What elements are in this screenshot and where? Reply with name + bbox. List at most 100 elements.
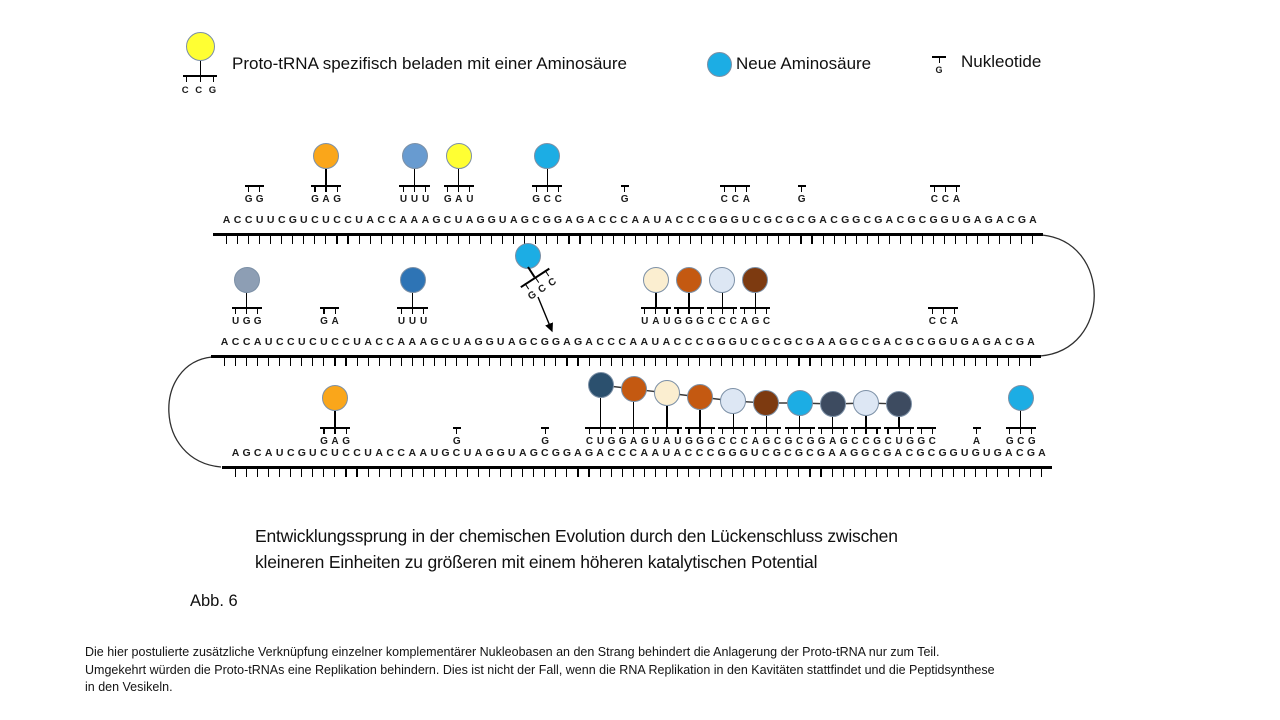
strand-1-sequence-char: A xyxy=(421,214,430,226)
strand-3-sequence-char: C xyxy=(706,447,715,459)
anticodon-char: G xyxy=(917,436,926,447)
strand-2-sequence-char: A xyxy=(253,336,262,348)
strand-2-sequence-char: C xyxy=(607,336,615,348)
anticodon-char: G xyxy=(817,436,826,447)
nucleotide-tick xyxy=(274,357,285,366)
strand-3-sequence-char: C xyxy=(286,447,295,459)
anticodon-bar xyxy=(917,427,937,429)
nucleotide-tick xyxy=(650,468,661,477)
strand-1-sequence-char: G xyxy=(553,214,563,226)
anticodon-char: G xyxy=(707,436,715,447)
nucleotide-tick xyxy=(683,468,694,477)
anticodon-char: A xyxy=(652,316,660,327)
nucleotide-tick xyxy=(950,235,961,244)
nucleotide-tick xyxy=(815,468,826,477)
strand-2-sequence-char: C xyxy=(1005,336,1013,348)
nucleotide-tick xyxy=(716,357,727,366)
strand-2-sequence-char: A xyxy=(1027,336,1035,348)
anticodon-prong xyxy=(710,427,712,434)
anticodon-prong xyxy=(931,427,933,434)
strand-3-sequence-char: G xyxy=(794,447,803,459)
nucleotide-tick xyxy=(793,357,804,366)
nucleotide-tick xyxy=(418,468,429,477)
nucleotide-tick xyxy=(915,357,926,366)
nucleotide-tick xyxy=(804,468,815,477)
nucleotide-tick xyxy=(981,357,992,366)
nucleotide-tick xyxy=(948,357,959,366)
anticodon-prong xyxy=(666,427,668,434)
anticodon-prong xyxy=(953,307,956,314)
anticodon-prong xyxy=(257,307,259,314)
strand-1-sequence-char: U xyxy=(741,214,750,226)
anticodon-char: G xyxy=(751,316,760,327)
strand-1-sequence-char: A xyxy=(465,214,474,226)
nucleotide-tick xyxy=(606,468,617,477)
strand-3-sequence-char: U xyxy=(309,447,317,459)
strand-2-sequence-char: C xyxy=(309,336,317,348)
strand-1-sequence-char: G xyxy=(288,214,297,226)
anticodon-char: A xyxy=(331,436,339,447)
proto-trna-legend-prong xyxy=(213,75,215,82)
nucleotide-tick xyxy=(661,468,672,477)
anticodon-char: C xyxy=(740,436,748,447)
strand-2-sequence-char: C xyxy=(695,336,704,348)
anticodon-prong xyxy=(699,307,701,314)
nucleotide-tick xyxy=(806,235,817,244)
anticodon-prong xyxy=(588,427,591,434)
strand-1-sequence-char: G xyxy=(520,214,529,226)
nucleotide-tick xyxy=(773,235,784,244)
anticodon-char: G xyxy=(806,436,815,447)
amino-acid-circle xyxy=(753,390,780,416)
anticodon: A xyxy=(971,436,982,448)
strand-1-sequence-char: C xyxy=(752,214,761,226)
nucleotide-tick xyxy=(707,235,718,244)
strand-1-sequence-char: G xyxy=(907,214,916,226)
strand-1-sequence-char: A xyxy=(819,214,827,226)
nucleotide-tick xyxy=(784,235,795,244)
nucleotide-tick xyxy=(420,235,431,244)
strand-3-ticks xyxy=(230,468,1047,477)
nucleotide-tick xyxy=(862,235,873,244)
anticodon-prong xyxy=(259,185,261,192)
strand-3-sequence-char: A xyxy=(839,447,847,459)
anticodon-char: A xyxy=(829,436,837,447)
anticodon-prong xyxy=(535,185,537,192)
amino-acid-circle xyxy=(642,267,669,293)
strand-1-sequence-char: C xyxy=(532,214,540,226)
strand-3-sequence-char: U xyxy=(364,447,372,459)
anticodon-prong xyxy=(246,307,248,314)
strand-2-sequence-char: G xyxy=(872,336,881,348)
anticodon-prong xyxy=(1031,427,1033,434)
anticodon-prong xyxy=(776,427,779,434)
strand-2-sequence-char: G xyxy=(706,336,715,348)
nucleotide-tick xyxy=(1016,235,1027,244)
anticodon-char: G xyxy=(242,316,251,327)
nucleotide-tick xyxy=(495,468,506,477)
strand-1-sequence-char: U xyxy=(300,214,308,226)
strand-1-sequence-char: A xyxy=(664,214,673,226)
nucleotide-tick xyxy=(639,468,650,477)
anticodon-char: A xyxy=(740,316,748,327)
anticodon-char: G xyxy=(1005,436,1014,447)
nucleotide-tick xyxy=(462,357,473,366)
strand-3-sequence-char: C xyxy=(761,447,770,459)
insertion-arrow xyxy=(537,296,553,333)
nucleotide-tick xyxy=(343,235,354,244)
strand-3-sequence-char: U xyxy=(463,447,472,459)
strand-2-sequence-char: C xyxy=(773,336,781,348)
nucleotide-tick xyxy=(597,235,608,244)
strand-1-sequence-char: C xyxy=(311,214,319,226)
strand-1-sequence-char: G xyxy=(763,214,772,226)
anticodon-prong xyxy=(832,427,834,434)
nucleotide-tick xyxy=(906,235,917,244)
anticodon-char: G xyxy=(873,436,881,447)
strand-1-sequence-char: A xyxy=(996,214,1004,226)
anticodon-prong xyxy=(732,307,734,314)
anticodon-prong xyxy=(644,307,646,314)
nucleotide-tick xyxy=(617,468,628,477)
